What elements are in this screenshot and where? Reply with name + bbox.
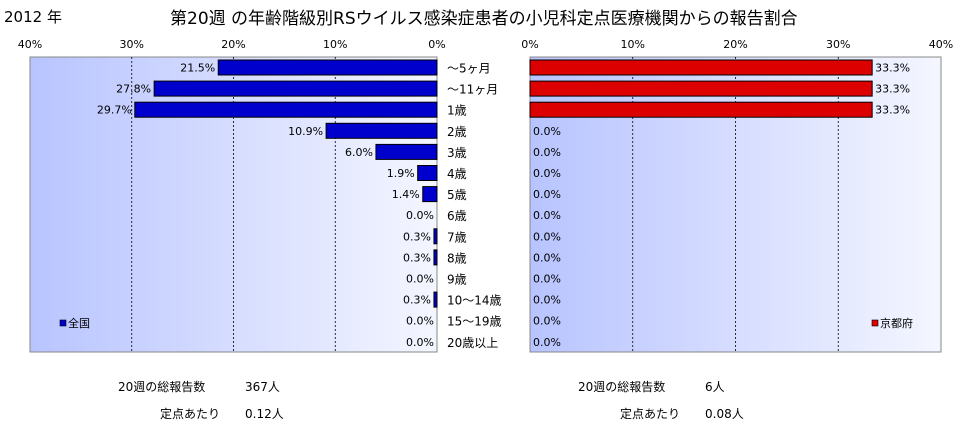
x-tick-label: 10% (323, 38, 347, 51)
data-label: 6.0% (345, 146, 373, 159)
data-label: 0.0% (406, 273, 434, 286)
bar (529, 80, 873, 97)
category-label: 7歳 (447, 230, 467, 244)
year-label: 2012 年 (4, 8, 62, 26)
data-label: 33.3% (875, 62, 910, 75)
legend-swatch (871, 319, 879, 327)
x-tick-label: 40% (929, 38, 953, 51)
bar (433, 249, 438, 266)
data-label: 0.0% (533, 230, 561, 243)
data-label: 0.0% (533, 167, 561, 180)
data-label: 0.0% (533, 336, 561, 349)
kyoto-per-site-value: 0.08人 (705, 407, 744, 421)
bar (325, 122, 438, 139)
x-tick-label: 30% (120, 38, 144, 51)
x-tick-label: 0% (428, 38, 445, 51)
x-tick-label: 30% (826, 38, 850, 51)
data-label: 0.0% (533, 209, 561, 222)
bar (153, 80, 438, 97)
data-label: 0.0% (533, 125, 561, 138)
category-label: 20歳以上 (447, 336, 498, 350)
bar (417, 165, 438, 181)
category-label: 4歳 (447, 167, 467, 181)
data-label: 21.5% (180, 62, 215, 75)
category-label: 3歳 (447, 146, 467, 160)
category-label: 2歳 (447, 125, 467, 139)
data-label: 10.9% (288, 125, 323, 138)
category-label: 1歳 (447, 104, 467, 118)
data-label: 1.9% (387, 167, 415, 180)
category-label: 10～14歳 (447, 294, 502, 308)
bar (433, 291, 438, 308)
national-total-label: 20週の総報告数 (118, 380, 206, 394)
legend-label: 全国 (68, 316, 90, 330)
data-label: 0.0% (533, 188, 561, 201)
data-label: 33.3% (875, 104, 910, 117)
bar (217, 59, 438, 76)
x-tick-label: 10% (621, 38, 645, 51)
data-label: 0.3% (403, 294, 431, 307)
data-label: 27.8% (116, 83, 151, 96)
bar (134, 101, 438, 118)
data-label: 0.0% (406, 209, 434, 222)
category-label: 15～19歳 (447, 315, 502, 329)
bar (529, 59, 873, 76)
data-label: 0.0% (533, 294, 561, 307)
data-label: 0.0% (533, 315, 561, 328)
legend-label: 京都府 (880, 316, 913, 330)
data-label: 0.0% (533, 273, 561, 286)
category-label: 9歳 (447, 273, 467, 287)
kyoto-total-label: 20週の総報告数 (578, 380, 666, 394)
chart-title: 第20週 の年齢階級別RSウイルス感染症患者の小児科定点医療機関からの報告割合 (170, 9, 798, 29)
x-tick-label: 20% (723, 38, 747, 51)
data-label: 0.0% (406, 336, 434, 349)
x-tick-label: 20% (221, 38, 245, 51)
legend-swatch (59, 319, 67, 327)
data-label: 0.0% (406, 315, 434, 328)
bar (529, 101, 873, 118)
kyoto-per-site-label: 定点あたり (620, 407, 681, 421)
x-tick-label: 40% (18, 38, 42, 51)
data-label: 0.3% (403, 251, 431, 264)
national-total-value: 367人 (245, 380, 280, 394)
category-label: 5歳 (447, 188, 467, 202)
category-label: 6歳 (447, 209, 467, 223)
national-per-site-label: 定点あたり (160, 407, 221, 421)
category-label: ～5ヶ月 (447, 62, 491, 76)
data-label: 0.0% (533, 146, 561, 159)
data-label: 0.3% (403, 230, 431, 243)
category-label: 8歳 (447, 251, 467, 265)
data-label: 29.7% (97, 104, 132, 117)
category-label: ～11ヶ月 (447, 83, 498, 97)
bar (433, 228, 438, 245)
data-label: 0.0% (533, 251, 561, 264)
bar (375, 143, 438, 160)
x-tick-label: 0% (521, 38, 538, 51)
national-per-site-value: 0.12人 (245, 407, 284, 421)
data-label: 1.4% (392, 188, 420, 201)
kyoto-total-value: 6人 (705, 380, 725, 394)
bar (422, 186, 438, 203)
data-label: 33.3% (875, 83, 910, 96)
